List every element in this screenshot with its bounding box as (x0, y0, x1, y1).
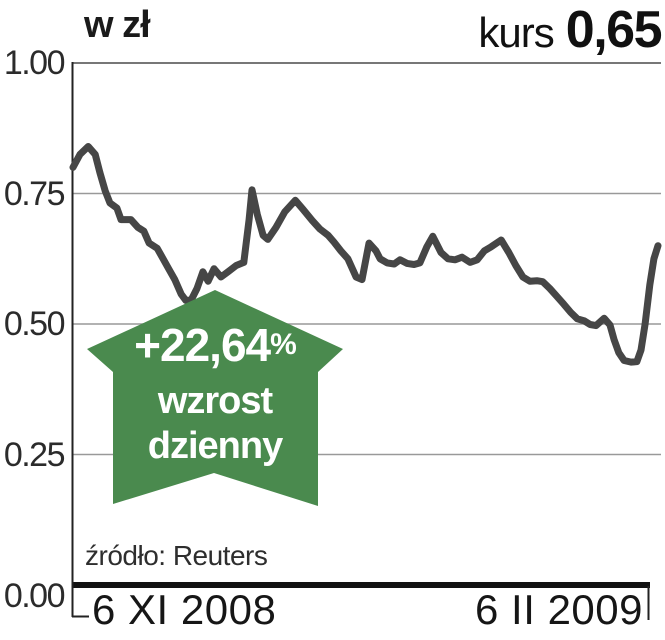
gain-value: +22,64 (134, 319, 271, 371)
y-tick-label-0.75: 0.75 (3, 174, 66, 213)
y-tick-label-0.00: 0.00 (3, 577, 66, 615)
price-value: 0,65 (565, 1, 663, 59)
gain-annotation: +22,64% wzrost dzienny (100, 322, 330, 469)
y-tick-label-0.25: 0.25 (3, 435, 66, 474)
x-axis-end-label: 6 II 2009 (475, 586, 643, 633)
price-caption: kurs (478, 9, 554, 56)
annotation-layer (87, 290, 343, 506)
up-arrow-icon (87, 290, 343, 506)
y-axis-unit-label: w zł (84, 4, 151, 46)
price-line (69, 143, 662, 366)
y-tick-label-0.50: 0.50 (3, 305, 66, 343)
source-credit: źródło: Reuters (85, 540, 268, 571)
gain-annotation-word-1: wzrost (157, 380, 273, 422)
percent-sign: % (270, 328, 297, 361)
x-axis-start-label: 6 XI 2008 (92, 586, 277, 633)
current-price: kurs 0,65 (478, 0, 663, 60)
series-layer (69, 143, 662, 366)
gain-annotation-word-2: dzienny (147, 425, 283, 467)
gain-annotation-percent-line: +22,64% (100, 322, 330, 379)
y-tick-label-1.00: 1.00 (3, 44, 66, 82)
